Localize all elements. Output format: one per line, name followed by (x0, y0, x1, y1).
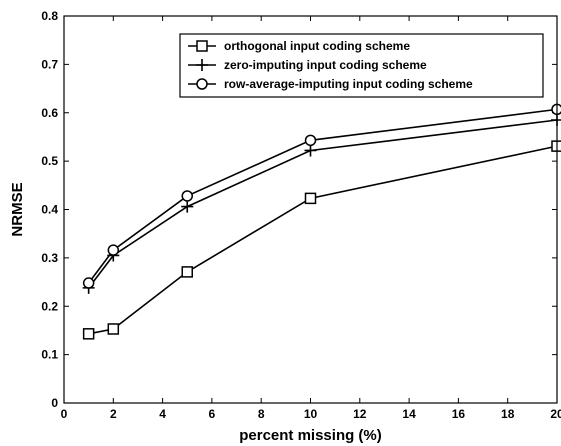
y-tick-label: 0.7 (41, 57, 58, 71)
data-point-square (304, 192, 317, 205)
x-tick-label: 6 (209, 407, 216, 421)
data-point-circle (304, 134, 317, 147)
axis-ticks: 0 2 4 6 8 10 12 14 16 18 20 0 0.1 0.2 0.3 0.4 0.5 0.6 0.7 0… (41, 9, 561, 421)
series-square (82, 140, 561, 340)
data-point-plus (551, 114, 561, 127)
data-point-circle (181, 190, 193, 202)
data-point-square (107, 323, 120, 335)
y-tick-label: 0.3 (41, 251, 58, 265)
legend-label: row-average-imputing input coding scheme (224, 77, 473, 91)
data-point-circle (107, 244, 120, 256)
x-tick-label: 18 (501, 407, 515, 421)
data-point-square (82, 328, 95, 340)
series-line (88, 119, 558, 289)
x-axis-label: percent missing (%) (239, 427, 382, 444)
legend-marker-circle (196, 78, 208, 90)
x-tick-label: 0 (61, 407, 68, 421)
legend-marker-plus (196, 59, 208, 71)
series-layer (82, 103, 561, 340)
data-point-plus (181, 200, 194, 213)
x-tick-label: 20 (550, 407, 561, 421)
data-point-circle (82, 277, 95, 289)
legend-label: orthogonal input coding scheme (224, 39, 410, 53)
series-line (88, 145, 558, 335)
x-tick-label: 16 (452, 407, 466, 421)
x-tick-label: 8 (258, 407, 265, 421)
series-plus (82, 114, 561, 294)
x-tick-label: 4 (159, 407, 166, 421)
legend: orthogonal input coding scheme zero-imput… (179, 33, 544, 98)
y-tick-label: 0.5 (41, 154, 58, 168)
y-tick-label: 0.1 (41, 348, 58, 362)
x-tick-label: 14 (402, 407, 416, 421)
y-tick-label: 0.6 (41, 106, 58, 120)
y-tick-label: 0 (51, 396, 58, 410)
x-tick-label: 10 (304, 407, 318, 421)
x-tick-label: 2 (110, 407, 117, 421)
series-circle (82, 103, 561, 289)
data-point-square (181, 266, 193, 278)
legend-marker-square (196, 40, 208, 52)
y-tick-label: 0.4 (41, 203, 58, 217)
y-tick-label: 0.8 (41, 9, 58, 23)
plot-area-frame (63, 15, 558, 404)
legend-label: zero-imputing input coding scheme (224, 58, 427, 72)
x-tick-label: 12 (353, 407, 367, 421)
y-tick-label: 0.2 (41, 299, 58, 313)
data-point-plus (304, 144, 317, 157)
legend-box (179, 33, 544, 98)
y-axis-label: NRMSE (9, 182, 26, 236)
